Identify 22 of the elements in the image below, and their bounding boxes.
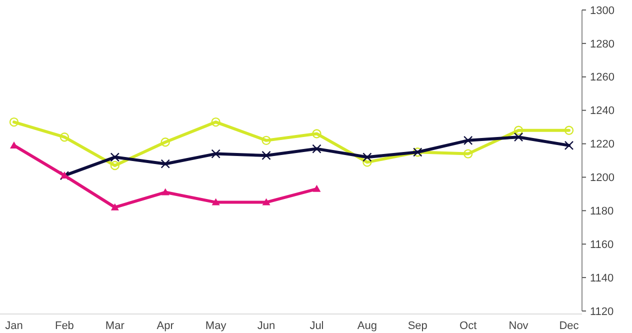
y-tick-label: 1140 [590,272,614,284]
x-tick-label: Sep [408,320,428,332]
x-tick-label: Aug [357,320,377,332]
x-tick-label: Mar [105,320,125,332]
x-tick-label: Jan [5,320,23,332]
y-tick-label: 1300 [590,4,614,17]
y-tick-label: 1220 [590,138,614,151]
y-tick-label: 1260 [590,72,614,84]
x-tick-label: Dec [559,320,580,332]
x-tick-label: Feb [54,320,74,332]
x-tick-label: Oct [460,320,477,332]
y-tick-label: 1180 [590,206,614,218]
x-tick-label: Jun [257,320,276,332]
x-tick-label: May [205,320,227,332]
y-tick-label: 1280 [590,38,614,50]
x-tick-label: Nov [508,320,529,332]
x-tick-label: Jul [310,320,324,332]
y-tick-label: 1240 [590,105,614,118]
x-tick-label: Apr [156,320,174,332]
y-tick-label: 1160 [590,238,614,251]
y-tick-label: 1120 [590,306,614,318]
y-tick-label: 1200 [590,172,614,184]
